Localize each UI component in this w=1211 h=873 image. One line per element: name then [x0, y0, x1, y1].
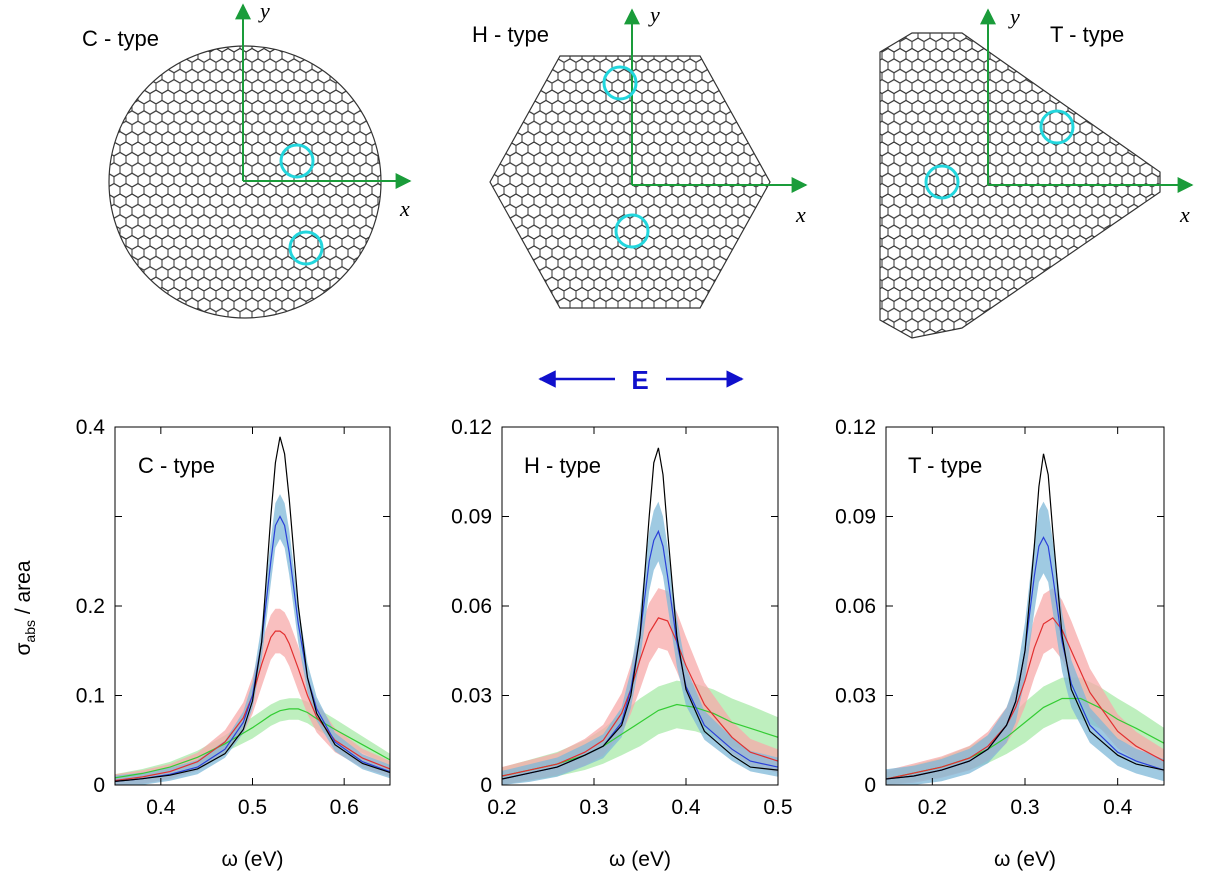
- chart-3-band-red: [886, 588, 1164, 785]
- chart-2-band-red: [502, 588, 778, 785]
- flake-h-type: H - type x y: [472, 2, 808, 309]
- chart-1-title: C - type: [138, 453, 215, 478]
- y-axis-label: σabs / area: [12, 560, 38, 655]
- chart-3-xlabel: ω (eV): [994, 848, 1056, 871]
- flake-h-y-symbol: y: [648, 2, 660, 27]
- chart-1-line-red: [115, 630, 390, 782]
- chart-2-xtick-label: 0.3: [579, 796, 608, 819]
- chart-1-line-black: [115, 436, 390, 782]
- chart-2-series-group: [502, 447, 778, 785]
- chart-1-xtick-label: 0.5: [238, 796, 267, 819]
- chart-1-band-blue: [115, 494, 390, 785]
- flake-h-label: H - type: [472, 22, 549, 47]
- chart-3-series-group: [886, 453, 1164, 785]
- chart-2-band-blue: [502, 501, 778, 785]
- flake-h-defect-circle-1: [602, 65, 638, 101]
- chart-1-ytick-label: 0.4: [76, 416, 106, 439]
- flake-t-x-symbol: x: [1179, 202, 1190, 227]
- flake-h-lattice: [489, 55, 771, 309]
- chart-1-ytick-label: 0: [93, 774, 105, 797]
- chart-3-ytick-label: 0.12: [835, 416, 876, 439]
- chart-2-ytick-label: 0.03: [451, 685, 492, 708]
- field-indicator: E: [538, 365, 744, 395]
- chart-3-xtick-label: 0.3: [1010, 796, 1039, 819]
- chart-3-band-blue: [886, 501, 1164, 785]
- chart-2-ytick-label: 0.09: [451, 506, 492, 529]
- chart-1-xtick-label: 0.4: [146, 796, 176, 819]
- chart-2-line-red: [502, 617, 778, 777]
- field-label: E: [631, 365, 648, 395]
- chart-3-ytick-label: 0.03: [835, 685, 876, 708]
- chart-1-ytick-label: 0.2: [76, 595, 105, 618]
- chart-3-xtick-label: 0.2: [918, 796, 947, 819]
- chart-panel-3: 0.2 0.3 0.4 0 0.03 0.06 0.09 0.12 T - type ω (eV): [835, 416, 1165, 871]
- chart-1-xlabel: ω (eV): [222, 848, 284, 871]
- chart-3-ytick-label: 0.06: [835, 595, 876, 618]
- flake-c-defect-circle-2: [288, 230, 324, 266]
- flake-h-x-symbol: x: [795, 202, 806, 227]
- flake-c-type: C - type x y: [82, 0, 412, 319]
- chart-1-line-green: [115, 708, 390, 779]
- chart-1-line-blue: [115, 515, 390, 782]
- chart-2-xtick-label: 0.4: [671, 796, 701, 819]
- chart-3-line-red: [886, 617, 1164, 780]
- chart-2-ytick-label: 0.06: [451, 595, 492, 618]
- flake-c-lattice: [108, 45, 382, 319]
- chart-1-xtick-label: 0.6: [330, 796, 359, 819]
- chart-3-xtick-label: 0.4: [1103, 796, 1133, 819]
- chart-2-ytick-label: 0: [480, 774, 492, 797]
- flake-h-defect-circle-2: [614, 213, 650, 249]
- chart-3-ytick-label: 0.09: [835, 506, 876, 529]
- flake-t-type: T - type x y: [879, 4, 1194, 339]
- chart-3-ytick-label: 0: [864, 774, 876, 797]
- chart-2-line-black: [502, 447, 778, 780]
- chart-panel-2: 0.2 0.3 0.4 0.5 0 0.03 0.06 0.09 0.12 H - type ω (…: [451, 416, 792, 871]
- chart-panel-1: 0.4 0.5 0.6 0 0.1 0.2 0.4 C - type ω (eV): [76, 416, 391, 871]
- chart-2-title: H - type: [524, 453, 601, 478]
- chart-2-xtick-label: 0.5: [763, 796, 792, 819]
- chart-2-xtick-label: 0.2: [487, 796, 516, 819]
- flake-c-x-symbol: x: [399, 196, 410, 221]
- chart-1-ytick-label: 0.1: [76, 685, 105, 708]
- flake-c-y-symbol: y: [258, 0, 270, 23]
- chart-1-series-group: [115, 436, 390, 785]
- flake-c-label: C - type: [82, 26, 159, 51]
- chart-3-title: T - type: [908, 453, 982, 478]
- flake-t-defect-circle-1: [1039, 109, 1075, 145]
- chart-3-line-black: [886, 453, 1164, 780]
- flake-t-y-symbol: y: [1008, 4, 1020, 29]
- chart-2-xlabel: ω (eV): [609, 848, 671, 871]
- flake-c-defect-circle-1: [279, 143, 315, 179]
- flake-t-label: T - type: [1050, 22, 1124, 47]
- flake-t-defect-circle-2: [924, 164, 960, 200]
- chart-2-ytick-label: 0.12: [451, 416, 492, 439]
